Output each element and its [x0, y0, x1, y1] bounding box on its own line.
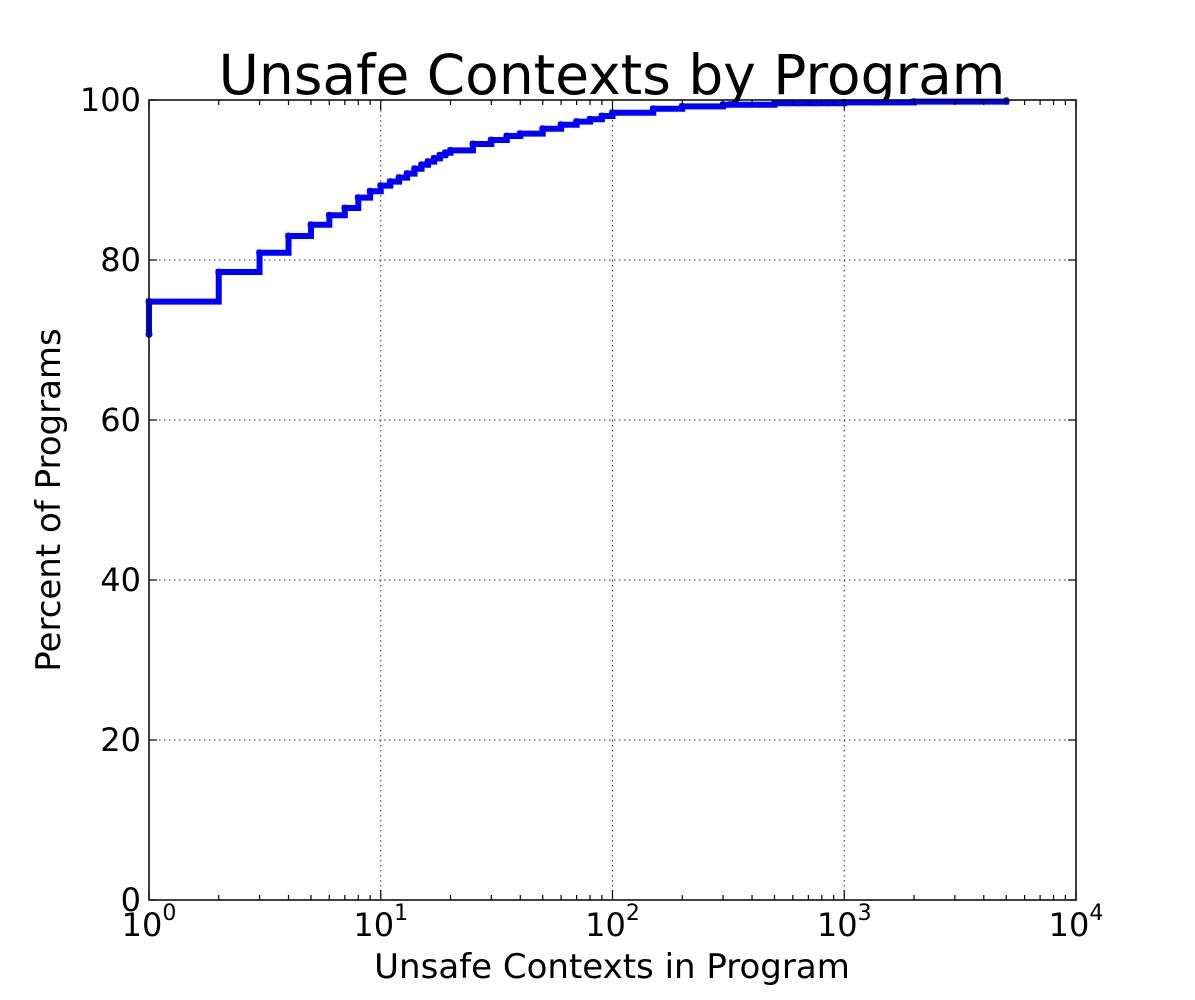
data-point: [678, 102, 686, 110]
data-point: [586, 115, 594, 123]
x-tick-label: 103: [817, 901, 872, 944]
data-point: [307, 221, 315, 229]
data-point: [215, 268, 223, 276]
x-tick-label-base: 10: [585, 906, 626, 944]
x-tick-label: 102: [585, 901, 640, 944]
x-tick-label-exponent: 1: [394, 901, 408, 926]
x-tick-label-base: 10: [353, 906, 394, 944]
data-point: [366, 187, 374, 195]
x-tick-label-exponent: 4: [1089, 901, 1103, 926]
y-tick-label: 100: [80, 81, 141, 119]
series-line-programs: [146, 98, 1010, 335]
data-point: [573, 118, 581, 126]
x-tick-label-exponent: 0: [162, 901, 176, 926]
data-point: [430, 154, 438, 162]
data-point: [487, 136, 495, 144]
x-tick-label-base: 10: [1049, 906, 1090, 944]
y-tick-label: 60: [100, 401, 141, 439]
x-tick-label-exponent: 2: [626, 901, 640, 926]
data-point: [285, 232, 293, 240]
data-point: [403, 170, 411, 178]
y-tick-label: 0: [121, 881, 141, 919]
y-tick-label: 20: [100, 721, 141, 759]
data-point: [609, 109, 616, 117]
data-point: [424, 158, 432, 166]
x-axis-label: Unsafe Contexts in Program: [374, 947, 850, 987]
data-point: [539, 125, 547, 133]
data-point: [418, 161, 426, 169]
data-point: [386, 178, 394, 186]
data-point: [447, 146, 455, 154]
data-point: [649, 105, 657, 113]
y-tick-label: 40: [100, 561, 141, 599]
data-point: [469, 140, 477, 148]
y-axis-label: Percent of Programs: [29, 328, 69, 672]
x-tick-label-exponent: 3: [858, 901, 872, 926]
y-tick-label: 80: [100, 241, 141, 279]
data-point: [436, 151, 444, 159]
data-point: [516, 130, 524, 138]
data-point: [395, 174, 403, 182]
x-tick-label: 101: [353, 901, 408, 944]
x-tick-label-base: 10: [122, 906, 163, 944]
x-tick-label: 104: [1049, 901, 1104, 944]
data-point: [411, 165, 419, 173]
data-point: [256, 249, 264, 257]
data-point: [503, 132, 511, 140]
x-tick-label: 100: [122, 901, 177, 944]
data-point: [354, 194, 362, 202]
data-point: [341, 204, 349, 212]
data-point: [325, 211, 333, 219]
chart-title: Unsafe Contexts by Program: [219, 43, 1006, 107]
data-point: [598, 112, 606, 120]
grid-layer: [149, 100, 1076, 900]
x-tick-label-base: 10: [817, 906, 858, 944]
series-layer: [145, 97, 1010, 338]
data-point: [377, 182, 385, 190]
data-point: [557, 121, 565, 129]
